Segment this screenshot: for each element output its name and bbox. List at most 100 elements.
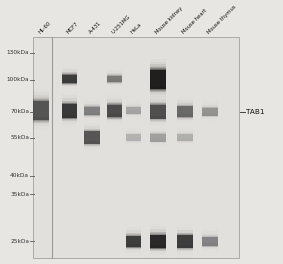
Bar <box>62 66 77 69</box>
Bar <box>202 252 218 255</box>
Bar <box>202 225 218 228</box>
Bar <box>107 101 122 121</box>
Bar <box>150 70 166 89</box>
Bar <box>202 236 218 247</box>
Bar <box>107 75 122 83</box>
Bar <box>107 123 122 126</box>
Bar <box>107 96 122 99</box>
Bar <box>150 69 166 90</box>
Bar <box>150 66 166 93</box>
Bar <box>177 235 192 248</box>
Bar <box>150 131 166 134</box>
Bar <box>177 134 192 141</box>
Bar <box>202 228 218 231</box>
Bar <box>202 108 218 116</box>
Bar <box>33 117 49 120</box>
Bar <box>150 104 166 119</box>
Bar <box>84 104 100 107</box>
Bar <box>84 127 100 148</box>
Bar <box>202 102 218 105</box>
Bar <box>177 117 192 120</box>
Bar <box>150 93 166 96</box>
Bar <box>126 253 141 256</box>
Bar <box>107 102 122 120</box>
Bar <box>62 92 77 95</box>
Bar <box>177 102 192 121</box>
Bar <box>62 81 77 83</box>
Bar <box>126 133 141 143</box>
Bar <box>107 76 122 82</box>
Bar <box>126 141 141 144</box>
Bar <box>202 235 218 248</box>
Bar <box>107 73 122 85</box>
Bar <box>33 100 49 121</box>
Bar <box>107 101 122 121</box>
Bar <box>62 72 77 74</box>
Bar <box>150 59 166 62</box>
Text: MCF7: MCF7 <box>66 21 80 35</box>
Bar <box>202 243 218 246</box>
Bar <box>84 121 100 124</box>
Bar <box>84 106 100 116</box>
Bar <box>62 104 77 118</box>
Bar <box>62 95 77 98</box>
Bar <box>126 132 141 143</box>
Bar <box>177 103 192 121</box>
Bar <box>177 138 192 141</box>
Bar <box>126 95 141 98</box>
Bar <box>150 232 166 235</box>
Bar <box>126 133 141 142</box>
Bar <box>126 105 141 116</box>
Bar <box>177 100 192 103</box>
Bar <box>126 117 141 120</box>
Bar <box>84 98 100 101</box>
Bar <box>107 82 122 86</box>
Bar <box>126 235 141 248</box>
Bar <box>202 249 218 252</box>
Bar <box>126 131 141 134</box>
Bar <box>107 102 122 105</box>
Bar <box>150 248 166 251</box>
Text: 40kDa: 40kDa <box>10 173 29 178</box>
Bar <box>150 68 166 91</box>
Bar <box>107 70 122 73</box>
Bar <box>62 72 77 86</box>
Bar <box>202 108 218 116</box>
Bar <box>150 232 166 252</box>
Bar <box>126 120 141 123</box>
Bar <box>62 103 77 119</box>
Bar <box>126 101 141 104</box>
Bar <box>177 105 192 119</box>
Bar <box>177 122 192 125</box>
Bar <box>150 234 166 249</box>
Bar <box>126 236 141 248</box>
Bar <box>126 233 141 250</box>
Text: 25kDa: 25kDa <box>10 239 29 244</box>
Bar <box>150 105 166 119</box>
Bar <box>202 122 218 125</box>
Bar <box>126 107 141 114</box>
Bar <box>126 98 141 101</box>
Bar <box>202 246 218 249</box>
Bar <box>202 231 218 234</box>
Bar <box>150 100 166 124</box>
Bar <box>126 134 141 141</box>
Bar <box>202 234 218 249</box>
Bar <box>107 67 122 70</box>
Bar <box>62 118 77 121</box>
Bar <box>107 74 122 84</box>
Bar <box>177 132 192 143</box>
Bar <box>202 107 218 116</box>
Bar <box>84 131 100 144</box>
Bar <box>150 64 166 67</box>
Bar <box>84 141 100 144</box>
Text: 130kDa: 130kDa <box>7 50 29 55</box>
Bar <box>62 89 77 92</box>
Bar <box>202 234 218 237</box>
Bar <box>177 120 192 123</box>
Bar <box>150 63 166 96</box>
Bar <box>202 107 218 117</box>
Bar <box>126 234 141 249</box>
Bar <box>126 106 141 115</box>
Bar <box>150 65 166 94</box>
